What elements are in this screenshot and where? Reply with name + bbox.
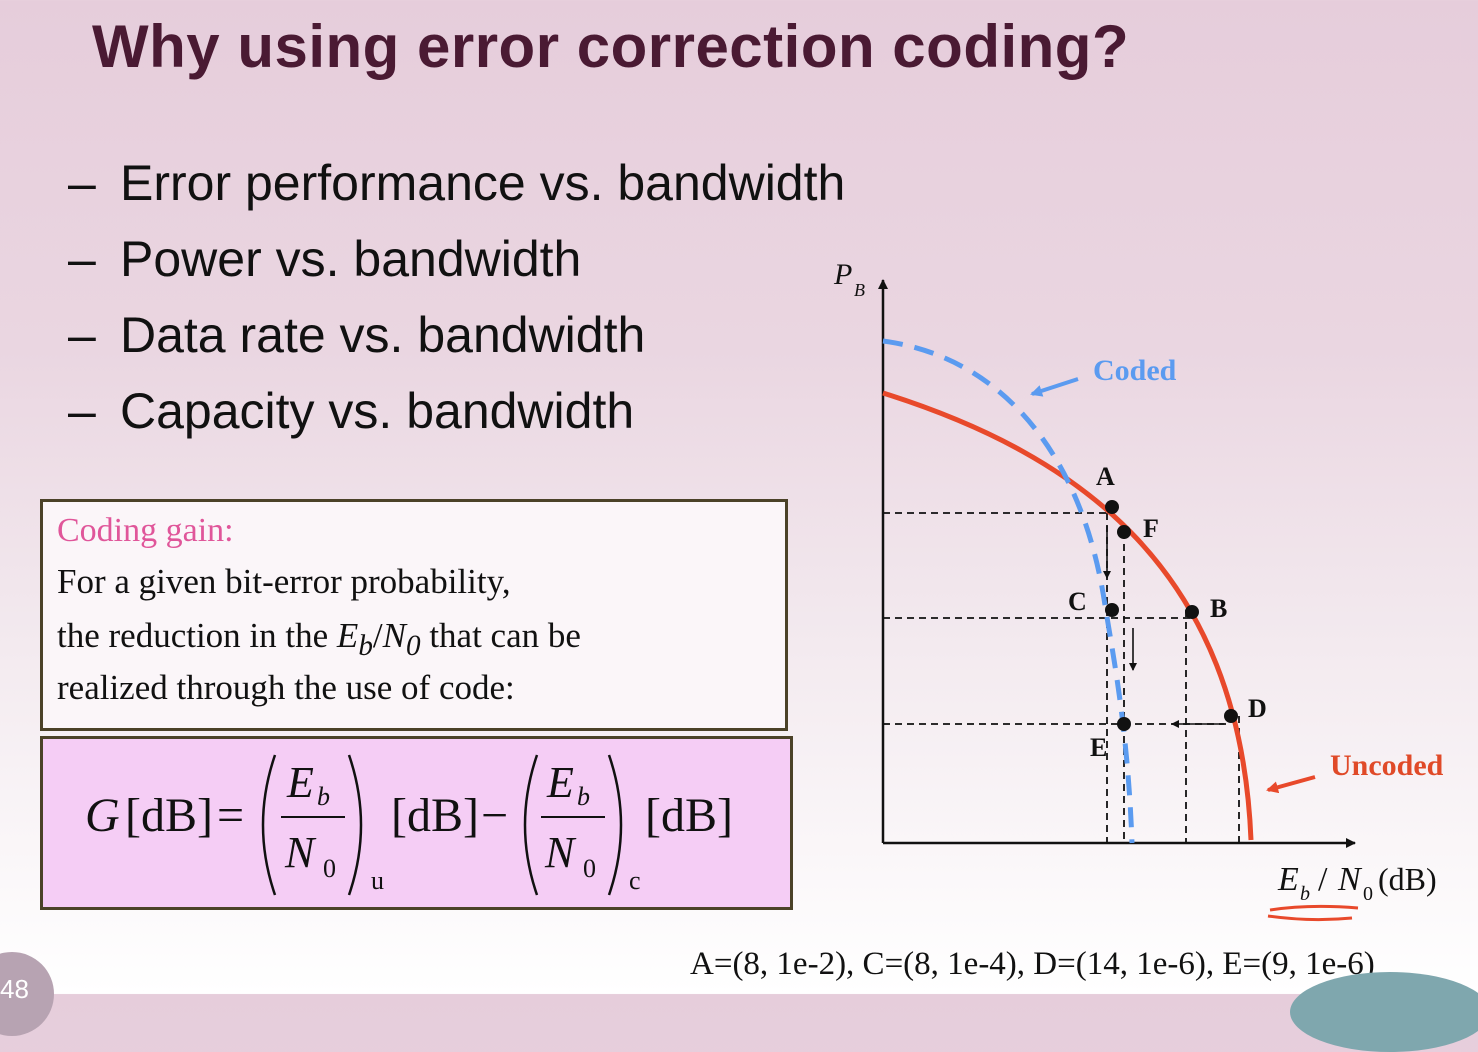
- point-a: [1105, 500, 1119, 514]
- reference-lines: [883, 512, 1240, 843]
- definition-heading: Coding gain:: [57, 512, 234, 549]
- slide-title: Why using error correction coding?: [92, 13, 1130, 80]
- label-c: C: [1068, 587, 1087, 616]
- formula-minus: −: [481, 789, 508, 842]
- label-a: A: [1096, 462, 1115, 491]
- label-b: B: [1210, 594, 1227, 623]
- formula-equals: =: [217, 789, 244, 842]
- paren-right-1: [347, 754, 363, 896]
- point-c: [1105, 603, 1119, 617]
- formula-b-1: b: [317, 782, 330, 811]
- x-axis-label-0: 0: [1363, 883, 1373, 905]
- y-axis-label-sub: B: [854, 280, 865, 300]
- point-coordinates-note: A=(8, 1e-2), C=(8, 1e-4), D=(14, 1e-6), …: [690, 946, 1375, 982]
- formula-0-1: 0: [323, 854, 336, 883]
- definition-line-1: For a given bit-error probability,: [57, 562, 511, 601]
- formula-E-1: E: [286, 758, 314, 807]
- paren-right-2: [607, 754, 623, 896]
- uncoded-label-arrow: [1266, 775, 1316, 794]
- label-f: F: [1143, 514, 1159, 543]
- formula-b-2: b: [577, 782, 590, 811]
- formula-unit-2: [dB]: [391, 789, 479, 842]
- coded-curve: [882, 338, 1135, 844]
- formula-N-1: N: [284, 828, 317, 877]
- x-axis-label-b: b: [1300, 883, 1310, 905]
- coding-gain-formula: G [dB] = E b N 0 u [dB] − E b N 0 c [dB]: [85, 754, 733, 896]
- bullet-list: – Error performance vs. bandwidth – Power …: [68, 150, 845, 454]
- page-number: 48: [0, 952, 54, 1036]
- bullet-item: – Capacity vs. bandwidth: [68, 383, 635, 439]
- bullet-item: – Data rate vs. bandwidth: [68, 307, 646, 363]
- y-axis-label: P: [833, 258, 852, 291]
- formula-sub-u: u: [371, 866, 384, 895]
- point-d: [1224, 709, 1238, 723]
- coded-label: Coded: [1093, 354, 1177, 387]
- formula-G: G: [85, 789, 120, 842]
- uncoded-curve: [882, 390, 1254, 841]
- x-axis-underline-2: [1267, 914, 1353, 922]
- corner-decoration: [1290, 972, 1478, 1052]
- definition-line-2: the reduction in the Eb/N0 that can be: [57, 616, 581, 662]
- label-e: E: [1090, 733, 1107, 762]
- point-f: [1117, 525, 1131, 539]
- formula-E-2: E: [546, 758, 574, 807]
- paren-left-2: [523, 754, 539, 896]
- uncoded-label: Uncoded: [1330, 749, 1444, 782]
- label-d: D: [1248, 694, 1267, 723]
- formula-sub-c: c: [629, 866, 641, 895]
- x-axis-label-unit: (dB): [1378, 861, 1437, 897]
- bullet-item: – Error performance vs. bandwidth: [68, 155, 846, 211]
- formula-unit-1: [dB]: [125, 789, 213, 842]
- x-axis-label-N: N: [1337, 861, 1363, 898]
- formula-N-2: N: [544, 828, 577, 877]
- point-b: [1185, 605, 1199, 619]
- x-axis-underline-1: [1269, 904, 1359, 912]
- formula-0-2: 0: [583, 854, 596, 883]
- coding-gain-diagram: P B A F C B D E Coded Uncoded E b / N: [833, 258, 1444, 922]
- coding-gain-definition-box: Coding gain: For a given bit-error proba…: [40, 499, 788, 731]
- x-axis-label-E: E: [1277, 861, 1299, 898]
- bullet-item: – Power vs. bandwidth: [68, 231, 582, 287]
- coding-gain-formula-box: G [dB] = E b N 0 u [dB] − E b N 0 c [dB]: [40, 736, 793, 910]
- coded-label-arrow: [1030, 377, 1079, 397]
- x-axis-label-slash: /: [1318, 861, 1328, 898]
- paren-left-1: [261, 754, 277, 896]
- definition-line-3: realized through the use of code:: [57, 668, 515, 707]
- formula-unit-3: [dB]: [645, 789, 733, 842]
- point-e: [1117, 717, 1131, 731]
